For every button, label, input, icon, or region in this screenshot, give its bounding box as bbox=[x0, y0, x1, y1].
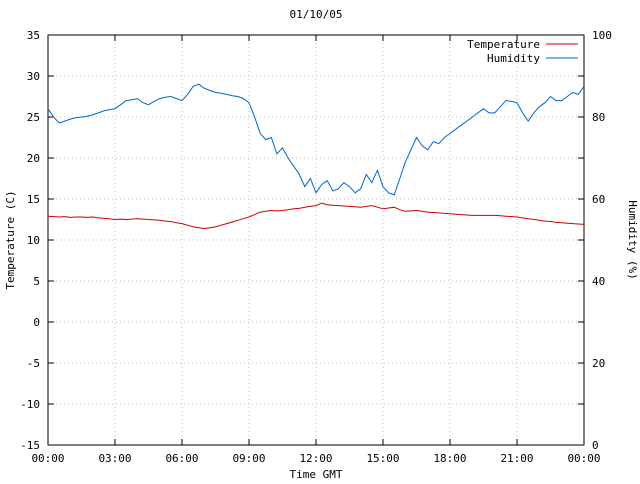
y-right-tick-label: 100 bbox=[592, 29, 612, 42]
y-left-tick-label: 30 bbox=[27, 70, 40, 83]
legend-entry-temperature: Temperature bbox=[467, 38, 540, 51]
x-tick-label: 06:00 bbox=[165, 452, 198, 465]
x-axis-label: Time GMT bbox=[290, 468, 343, 480]
y-left-tick-label: 25 bbox=[27, 111, 40, 124]
legend-entry-humidity: Humidity bbox=[487, 52, 540, 65]
x-tick-label: 09:00 bbox=[232, 452, 265, 465]
y-right-tick-label: 0 bbox=[592, 439, 599, 452]
x-tick-label: 15:00 bbox=[366, 452, 399, 465]
y-axis-label-right: Humidity (%) bbox=[626, 200, 639, 279]
temperature-series-line bbox=[47, 202, 585, 230]
y-left-tick-label: -15 bbox=[20, 439, 40, 452]
y-left-tick-label: 10 bbox=[27, 234, 40, 247]
y-right-tick-label: 80 bbox=[592, 111, 605, 124]
x-tick-label: 03:00 bbox=[98, 452, 131, 465]
x-tick-label: 12:00 bbox=[299, 452, 332, 465]
y-left-tick-label: -5 bbox=[27, 357, 40, 370]
y-axis-label-left: Temperature (C) bbox=[4, 190, 17, 289]
y-right-tick-label: 20 bbox=[592, 357, 605, 370]
x-tick-label: 00:00 bbox=[567, 452, 600, 465]
x-tick-label: 21:00 bbox=[500, 452, 533, 465]
humidity-series-line bbox=[47, 83, 585, 196]
x-tick-label: 18:00 bbox=[433, 452, 466, 465]
x-tick-label: 00:00 bbox=[31, 452, 64, 465]
y-left-tick-label: 5 bbox=[33, 275, 40, 288]
y-left-tick-label: 0 bbox=[33, 316, 40, 329]
y-right-tick-label: 60 bbox=[592, 193, 605, 206]
y-right-tick-label: 40 bbox=[592, 275, 605, 288]
y-left-tick-label: -10 bbox=[20, 398, 40, 411]
y-left-tick-label: 20 bbox=[27, 152, 40, 165]
y-left-tick-label: 35 bbox=[27, 29, 40, 42]
y-left-tick-label: 15 bbox=[27, 193, 40, 206]
chart-title: 01/10/05 bbox=[290, 8, 343, 21]
